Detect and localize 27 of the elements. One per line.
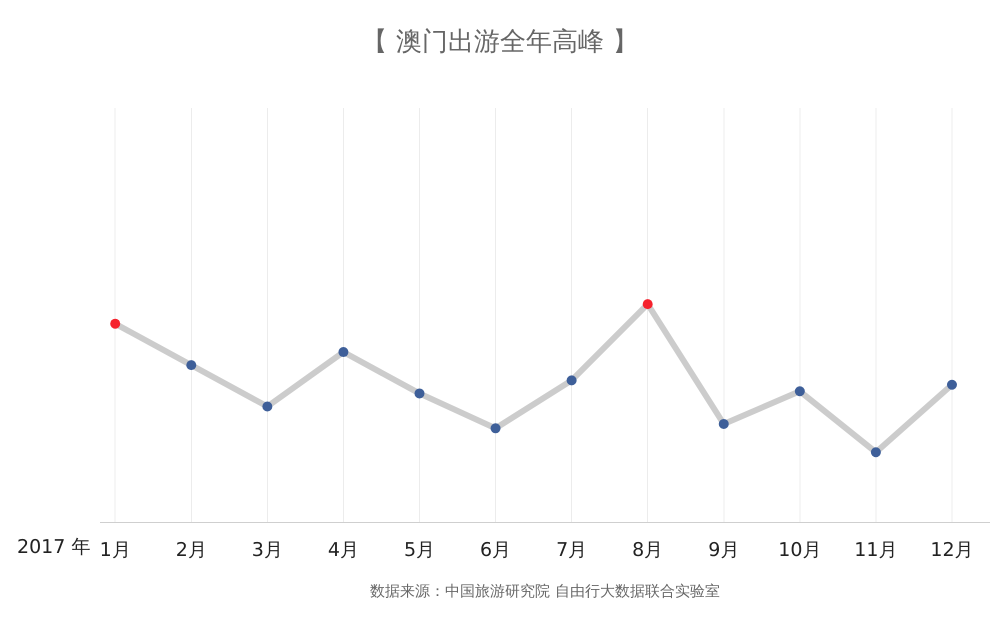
x-tick-label: 4月 — [328, 538, 359, 561]
point — [946, 380, 957, 390]
chart-title: 【 澳门出游全年高峰 】 — [362, 27, 638, 58]
point — [642, 299, 653, 310]
source-note: 数据来源：中国旅游研究院 自由行大数据联合实验室 — [370, 582, 720, 600]
point — [870, 447, 881, 458]
x-tick-label: 3月 — [252, 538, 283, 561]
x-tick-label: 8月 — [632, 538, 664, 561]
point — [186, 360, 196, 370]
x-tick-label: 10月 — [778, 538, 822, 561]
point — [110, 318, 120, 329]
x-tick-label: 11月 — [854, 538, 898, 561]
point — [794, 386, 805, 396]
x-tick-label: 5月 — [404, 538, 436, 561]
x-tick-label: 2月 — [176, 538, 207, 561]
point — [338, 347, 348, 358]
point — [262, 402, 272, 412]
point — [414, 388, 424, 398]
point — [718, 418, 729, 429]
point — [566, 375, 577, 386]
x-tick-label: 12月 — [930, 538, 974, 561]
x-axis-title: 2017 年 — [17, 536, 90, 558]
x-tick-label: 6月 — [480, 538, 512, 561]
x-tick-label: 7月 — [556, 538, 588, 561]
x-tick-label: 1月 — [100, 538, 131, 561]
x-tick-label: 9月 — [708, 538, 740, 561]
point — [490, 423, 501, 434]
